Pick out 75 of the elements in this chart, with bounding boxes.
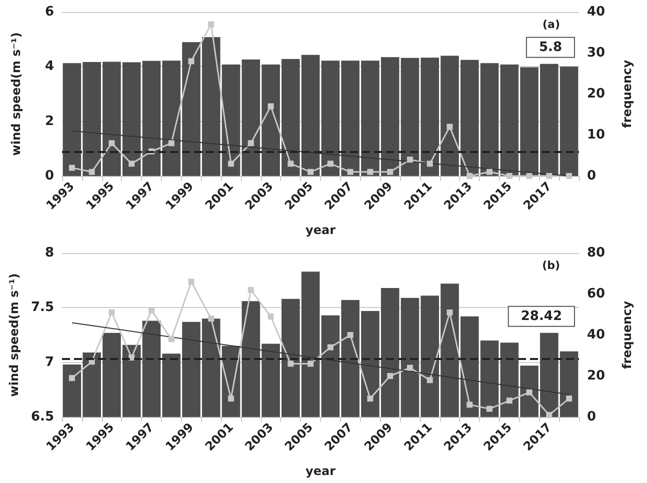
y-tick-label: 7: [44, 354, 54, 370]
point: [347, 332, 354, 338]
y-tick-label: 7.5: [30, 300, 54, 316]
text: (b): [542, 259, 560, 272]
point: [108, 140, 115, 146]
y-axis-title: wind speed(m s⁻¹): [9, 32, 23, 156]
y2-axis-title: frequency: [620, 300, 634, 370]
y2-tick-label: 20: [587, 86, 606, 102]
point: [288, 360, 294, 367]
point: [546, 173, 552, 179]
y2-tick-label: 80: [587, 246, 606, 260]
point: [308, 360, 314, 367]
point: [288, 160, 294, 167]
y2-tick-label: 40: [587, 4, 606, 20]
point: [446, 124, 453, 130]
point: [426, 377, 433, 384]
x-axis-title: year: [306, 464, 336, 478]
y-tick-label: 6.5: [30, 410, 54, 424]
point: [367, 168, 374, 175]
point: [248, 140, 254, 146]
y2-tick-label: 40: [587, 328, 606, 342]
point: [228, 160, 234, 167]
y2-tick-label: 10: [587, 128, 606, 142]
point: [506, 173, 512, 179]
text: (a): [542, 18, 560, 31]
point: [387, 168, 394, 175]
point: [248, 286, 254, 293]
point: [566, 396, 572, 402]
y2-tick-label: 30: [587, 46, 606, 60]
point: [466, 173, 473, 179]
point: [327, 344, 334, 350]
point: [228, 396, 234, 402]
point: [566, 173, 572, 179]
point: [347, 168, 354, 175]
point: [168, 336, 174, 342]
point: [208, 316, 214, 322]
point: [426, 160, 433, 167]
point: [446, 309, 453, 316]
point: [128, 160, 135, 167]
y2-axis-title: frequency: [620, 60, 634, 128]
point: [486, 406, 493, 412]
point: [406, 364, 413, 371]
y-tick-label: 6: [44, 4, 54, 20]
point: [108, 309, 115, 316]
point: [88, 168, 95, 175]
y2-tick-label: 0: [587, 410, 596, 424]
x-axis-title: year: [306, 223, 336, 237]
point: [367, 396, 374, 402]
y-tick-label: 0: [44, 168, 54, 184]
y-tick-label: 2: [44, 114, 54, 129]
y-tick-label: 8: [44, 246, 54, 260]
point: [268, 103, 274, 110]
ref-line-label: 5.8: [538, 40, 562, 55]
point: [68, 375, 75, 382]
point: [188, 278, 194, 285]
point: [466, 402, 473, 408]
ref-line-label: 28.42: [520, 308, 562, 324]
y2-tick-label: 0: [587, 168, 596, 184]
point: [188, 58, 194, 64]
point: [406, 156, 413, 163]
point: [68, 164, 75, 171]
point: [208, 21, 214, 28]
point: [506, 398, 512, 404]
y2-tick-label: 60: [587, 286, 606, 302]
point: [526, 389, 532, 396]
point: [327, 160, 334, 167]
point: [526, 173, 532, 179]
y-tick-label: 4: [44, 59, 54, 74]
y2-tick-label: 20: [587, 368, 606, 384]
point: [268, 314, 274, 320]
point: [168, 140, 174, 146]
point: [486, 168, 493, 175]
y-axis-title: wind speed(m s⁻¹): [7, 273, 22, 397]
point: [387, 373, 394, 379]
point: [308, 168, 314, 175]
